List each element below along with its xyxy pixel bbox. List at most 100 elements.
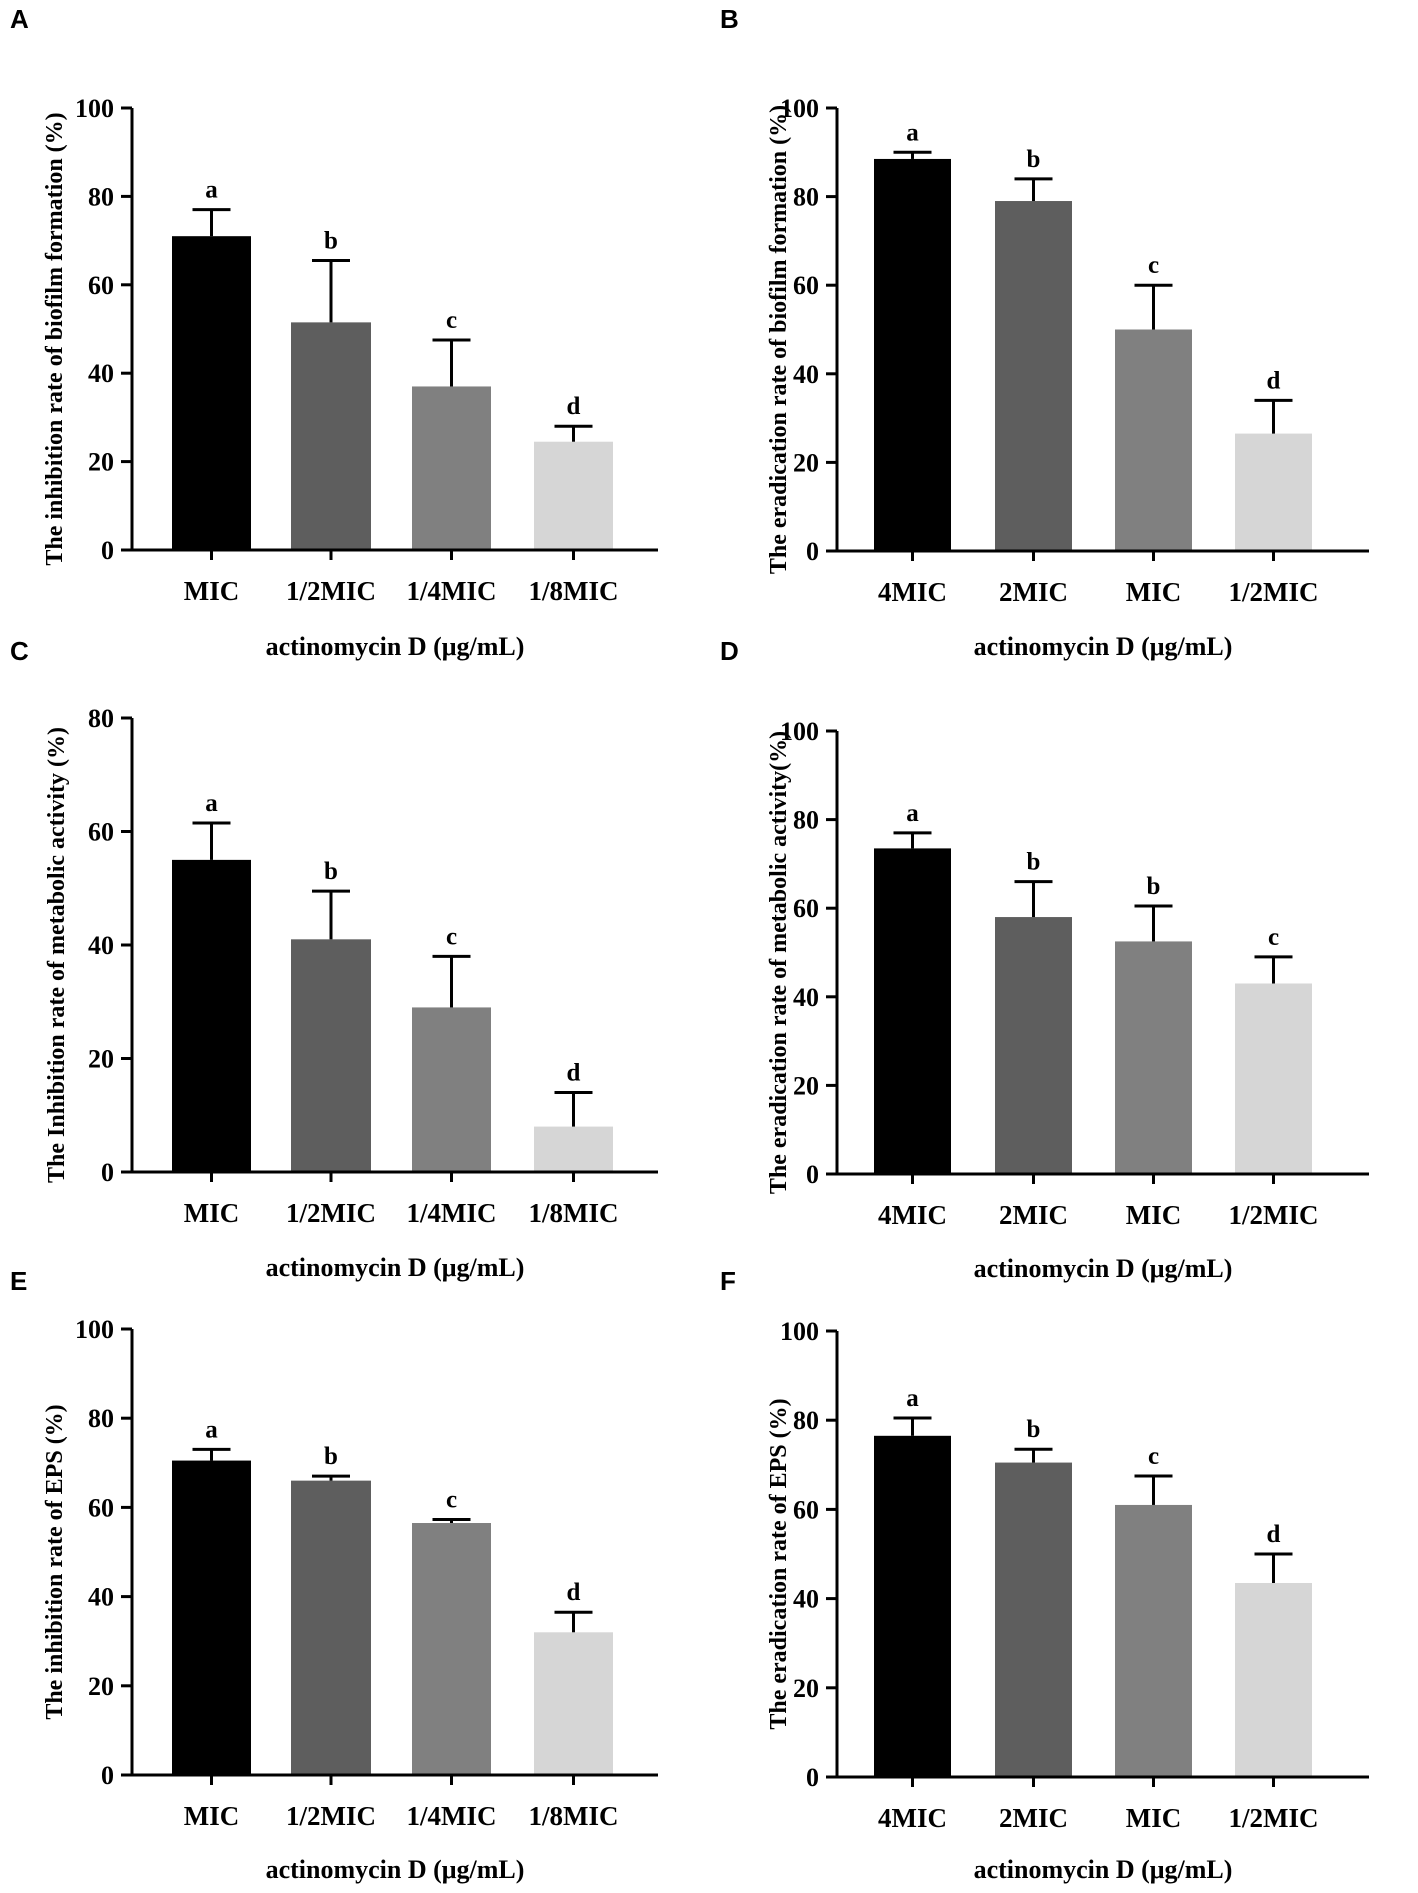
significance-label: d <box>567 393 581 420</box>
category-label: 1/8MIC <box>529 1198 619 1228</box>
significance-label: b <box>324 227 338 254</box>
y-axis-title: The eradication rate of metabolic activi… <box>766 731 792 1194</box>
y-tick-label: 100 <box>75 94 114 123</box>
bar <box>995 201 1072 551</box>
category-label: MIC <box>1126 577 1182 607</box>
y-tick-label: 0 <box>806 1160 819 1189</box>
category-label: 4MIC <box>878 1200 947 1230</box>
bar <box>1235 983 1312 1174</box>
significance-label: d <box>1267 1521 1281 1548</box>
category-label: 2MIC <box>999 577 1068 607</box>
bar <box>995 917 1072 1174</box>
y-axis-title: The eradication rate of biofilm formatio… <box>766 105 792 574</box>
y-tick-label: 60 <box>88 271 114 300</box>
x-axis-title: actinomycin D (μg/mL) <box>974 1855 1233 1884</box>
bar <box>1115 1504 1192 1777</box>
y-tick-label: 100 <box>780 1317 819 1346</box>
bar <box>534 1632 613 1775</box>
y-tick-label: 20 <box>793 448 819 477</box>
significance-label: c <box>1268 924 1279 951</box>
y-tick-label: 0 <box>806 537 819 566</box>
category-label: 4MIC <box>878 577 947 607</box>
category-label: MIC <box>184 1801 240 1831</box>
significance-label: a <box>205 790 218 817</box>
bar <box>1235 433 1312 551</box>
significance-label: d <box>567 1060 581 1087</box>
y-tick-label: 80 <box>88 704 114 733</box>
category-label: 1/2MIC <box>1229 1803 1319 1833</box>
bar <box>1115 941 1192 1174</box>
x-axis-title: actinomycin D (μg/mL) <box>266 1855 525 1884</box>
y-axis-title: The eradication rate of EPS (%) <box>766 1398 792 1729</box>
bar <box>534 1126 613 1172</box>
y-tick-label: 0 <box>101 1158 114 1187</box>
chart-panel-e: Ea MIC b 1/2MIC c 1/4MIC d 1/8MIC 0 20 40 60 80 100 ac… <box>10 1266 658 1884</box>
y-tick-label: 60 <box>793 894 819 923</box>
bar <box>291 939 371 1172</box>
y-tick-label: 80 <box>793 183 819 212</box>
x-axis-title: actinomycin D (μg/mL) <box>266 632 525 661</box>
y-tick-label: 20 <box>793 1071 819 1100</box>
significance-label: b <box>324 858 338 885</box>
significance-label: a <box>906 119 919 146</box>
y-tick-label: 40 <box>88 931 114 960</box>
bar <box>874 1435 951 1777</box>
category-label: MIC <box>1126 1200 1182 1230</box>
significance-label: c <box>446 307 457 334</box>
y-tick-label: 100 <box>75 1315 114 1344</box>
bar <box>172 1460 251 1775</box>
significance-label: d <box>1267 367 1281 394</box>
y-tick-label: 0 <box>806 1763 819 1792</box>
y-tick-label: 60 <box>793 271 819 300</box>
y-tick-label: 100 <box>780 717 819 746</box>
y-tick-label: 60 <box>88 818 114 847</box>
y-tick-label: 20 <box>793 1674 819 1703</box>
bar <box>1235 1582 1312 1777</box>
y-tick-label: 100 <box>780 94 819 123</box>
y-tick-label: 40 <box>793 983 819 1012</box>
category-label: 4MIC <box>878 1803 947 1833</box>
y-axis-title: The inhibition rate of biofilm formation… <box>42 112 68 565</box>
significance-label: a <box>906 1385 919 1412</box>
bar <box>874 158 951 551</box>
category-label: 1/8MIC <box>529 576 619 606</box>
y-tick-label: 40 <box>793 1585 819 1614</box>
significance-label: c <box>1148 252 1159 279</box>
significance-label: d <box>567 1579 581 1606</box>
bar <box>874 848 951 1174</box>
bar <box>291 1480 371 1775</box>
panel-letter: D <box>720 636 739 666</box>
significance-label: b <box>324 1443 338 1470</box>
category-label: MIC <box>184 1198 240 1228</box>
chart-panel-d: Da 4MIC b 2MIC b MIC c 1/2MIC 0 20 40 60 80 100 actino… <box>720 636 1369 1283</box>
category-label: 2MIC <box>999 1200 1068 1230</box>
chart-panel-f: Fa 4MIC b 2MIC c MIC d 1/2MIC 0 20 40 60 80 100 actino… <box>720 1266 1369 1884</box>
y-tick-label: 60 <box>88 1493 114 1522</box>
category-label: 2MIC <box>999 1803 1068 1833</box>
bar <box>412 1523 491 1775</box>
chart-panel-a: Aa MIC b 1/2MIC c 1/4MIC d 1/8MIC 0 20 40 60 80 100 ac… <box>10 4 658 661</box>
y-tick-label: 80 <box>793 1406 819 1435</box>
significance-label: c <box>1148 1443 1159 1470</box>
y-tick-label: 20 <box>88 1045 114 1074</box>
bar <box>172 236 251 550</box>
category-label: 1/2MIC <box>286 1801 376 1831</box>
y-tick-label: 40 <box>793 360 819 389</box>
bar <box>412 1007 491 1172</box>
bar <box>291 322 371 550</box>
y-tick-label: 0 <box>101 1761 114 1790</box>
significance-label: b <box>1027 849 1041 876</box>
panel-letter: B <box>720 4 739 34</box>
y-tick-label: 80 <box>88 1404 114 1433</box>
panel-letter: F <box>720 1266 736 1296</box>
chart-panel-b: Ba 4MIC b 2MIC c MIC d 1/2MIC 0 20 40 60 80 100 actino… <box>720 4 1369 661</box>
significance-label: c <box>446 923 457 950</box>
y-tick-label: 80 <box>793 806 819 835</box>
y-tick-label: 0 <box>101 536 114 565</box>
bar <box>172 859 251 1172</box>
significance-label: a <box>205 1416 218 1443</box>
bar <box>995 1462 1072 1777</box>
y-tick-label: 40 <box>88 359 114 388</box>
significance-label: a <box>906 800 919 827</box>
chart-panel-c: Ca MIC b 1/2MIC c 1/4MIC d 1/8MIC 0 20 40 60 80 actin… <box>10 636 658 1282</box>
